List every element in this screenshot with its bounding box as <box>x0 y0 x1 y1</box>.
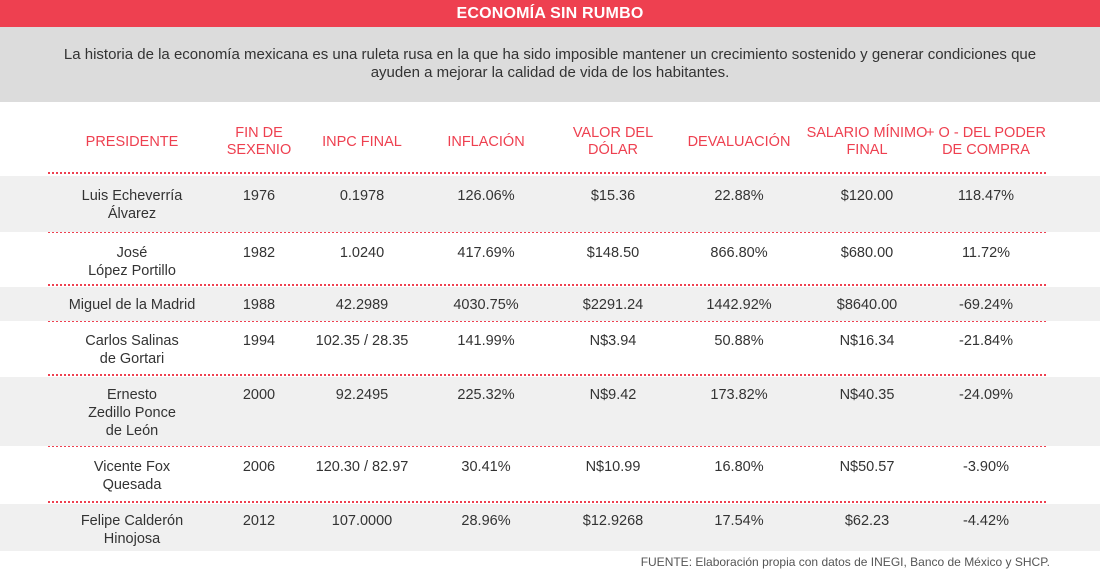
row-divider <box>48 374 1046 376</box>
cell-presidente: Miguel de la Madrid <box>68 297 196 313</box>
cell-fin-sexenio: 2000 <box>242 387 276 403</box>
cell-salario-minimo: $680.00 <box>840 245 894 261</box>
table-row: Ernesto Zedillo Ponce de León 2000 92.2495 22… <box>0 377 1100 446</box>
cell-inflacion: 225.32% <box>457 387 515 403</box>
table-row: Felipe Calderón Hinojosa 2012 107.0000 28.96… <box>0 504 1100 551</box>
cell-inflacion: 141.99% <box>457 333 515 349</box>
cell-poder-compra: -69.24% <box>958 297 1013 313</box>
cell-inflacion: 4030.75% <box>453 297 519 313</box>
cell-valor-dolar: N$10.99 <box>585 459 641 475</box>
cell-inpc-final: 0.1978 <box>339 188 385 204</box>
cell-fin-sexenio: 2006 <box>242 459 276 475</box>
cell-poder-compra: -21.84% <box>958 333 1013 349</box>
cell-devaluacion: 22.88% <box>714 188 764 204</box>
cell-inpc-final: 107.0000 <box>331 513 393 529</box>
cell-poder-compra: 11.72% <box>961 245 1011 261</box>
cell-presidente: Luis Echeverría Álvarez <box>81 188 183 222</box>
table-row: Miguel de la Madrid 1988 42.2989 4030.75% $2… <box>0 287 1100 321</box>
cell-salario-minimo: N$40.35 <box>839 387 895 403</box>
column-header-presidente: PRESIDENTE <box>85 133 179 150</box>
cell-poder-compra: -24.09% <box>958 387 1013 403</box>
cell-inpc-final: 120.30 / 82.97 <box>315 459 409 475</box>
cell-presidente: Felipe Calderón Hinojosa <box>80 513 184 547</box>
cell-inpc-final: 92.2495 <box>335 387 389 403</box>
cell-valor-dolar: N$3.94 <box>589 333 637 349</box>
row-divider <box>48 445 1046 447</box>
cell-presidente: Carlos Salinas de Gortari <box>85 333 179 367</box>
column-header-fin-sexenio: FIN DE SEXENIO <box>226 125 292 158</box>
column-header-devaluacion: DEVALUACIÓN <box>687 133 791 150</box>
cell-valor-dolar: $148.50 <box>586 245 640 261</box>
cell-devaluacion: 17.54% <box>714 513 764 529</box>
column-header-poder-compra: + O - DEL PODER DE COMPRA <box>926 125 1046 158</box>
cell-salario-minimo: $120.00 <box>840 188 894 204</box>
table-header: PRESIDENTE FIN DE SEXENIO INPC FINAL INFLAC… <box>0 112 1100 172</box>
column-header-salario-minimo: SALARIO MÍNIMO FINAL <box>806 125 928 158</box>
cell-devaluacion: 16.80% <box>714 459 764 475</box>
cell-fin-sexenio: 2012 <box>242 513 276 529</box>
cell-inflacion: 28.96% <box>461 513 511 529</box>
cell-inflacion: 30.41% <box>461 459 511 475</box>
cell-fin-sexenio: 1994 <box>242 333 276 349</box>
cell-fin-sexenio: 1982 <box>242 245 276 261</box>
column-header-inflacion: INFLACIÓN <box>447 133 525 150</box>
cell-presidente: José López Portillo <box>88 245 176 279</box>
cell-salario-minimo: N$16.34 <box>839 333 895 349</box>
intro-banner: La historia de la economía mexicana es u… <box>0 27 1100 102</box>
column-header-inpc-final: INPC FINAL <box>322 133 402 150</box>
cell-presidente: Ernesto Zedillo Ponce de León <box>88 387 176 439</box>
column-header-valor-dolar: VALOR DEL DÓLAR <box>572 125 654 158</box>
cell-valor-dolar: $12.9268 <box>582 513 644 529</box>
cell-inpc-final: 1.0240 <box>339 245 385 261</box>
cell-poder-compra: 118.47% <box>957 188 1015 204</box>
cell-valor-dolar: N$9.42 <box>589 387 637 403</box>
cell-valor-dolar: $2291.24 <box>582 297 644 313</box>
cell-valor-dolar: $15.36 <box>590 188 636 204</box>
cell-salario-minimo: $62.23 <box>844 513 890 529</box>
page-title: ECONOMÍA SIN RUMBO <box>0 0 1100 27</box>
cell-inflacion: 126.06% <box>457 188 515 204</box>
table-row: José López Portillo 1982 1.0240 417.69% $148.… <box>0 234 1100 285</box>
cell-poder-compra: -4.42% <box>963 513 1009 529</box>
row-divider <box>48 320 1046 322</box>
cell-devaluacion: 50.88% <box>714 333 764 349</box>
row-divider <box>48 172 1046 174</box>
cell-inflacion: 417.69% <box>457 245 515 261</box>
cell-salario-minimo: N$50.57 <box>839 459 895 475</box>
cell-inpc-final: 42.2989 <box>335 297 389 313</box>
cell-devaluacion: 173.82% <box>710 387 768 403</box>
table-row: Vicente Fox Quesada 2006 120.30 / 82.97 30.4… <box>0 448 1100 502</box>
row-divider <box>48 501 1046 503</box>
cell-presidente: Vicente Fox Quesada <box>93 459 171 493</box>
row-divider <box>48 231 1046 233</box>
cell-fin-sexenio: 1988 <box>242 297 276 313</box>
cell-devaluacion: 1442.92% <box>706 297 772 313</box>
cell-devaluacion: 866.80% <box>710 245 768 261</box>
row-divider <box>48 284 1046 286</box>
cell-poder-compra: -3.90% <box>963 459 1009 475</box>
table-row: Carlos Salinas de Gortari 1994 102.35 / 28.… <box>0 323 1100 375</box>
table-row: Luis Echeverría Álvarez 1976 0.1978 126.06% $… <box>0 176 1100 232</box>
cell-fin-sexenio: 1976 <box>242 188 276 204</box>
intro-text: La historia de la economía mexicana es u… <box>63 46 1037 81</box>
cell-salario-minimo: $8640.00 <box>836 297 898 313</box>
source-note: FUENTE: Elaboración propia con datos de … <box>640 555 1050 569</box>
cell-inpc-final: 102.35 / 28.35 <box>315 333 409 349</box>
